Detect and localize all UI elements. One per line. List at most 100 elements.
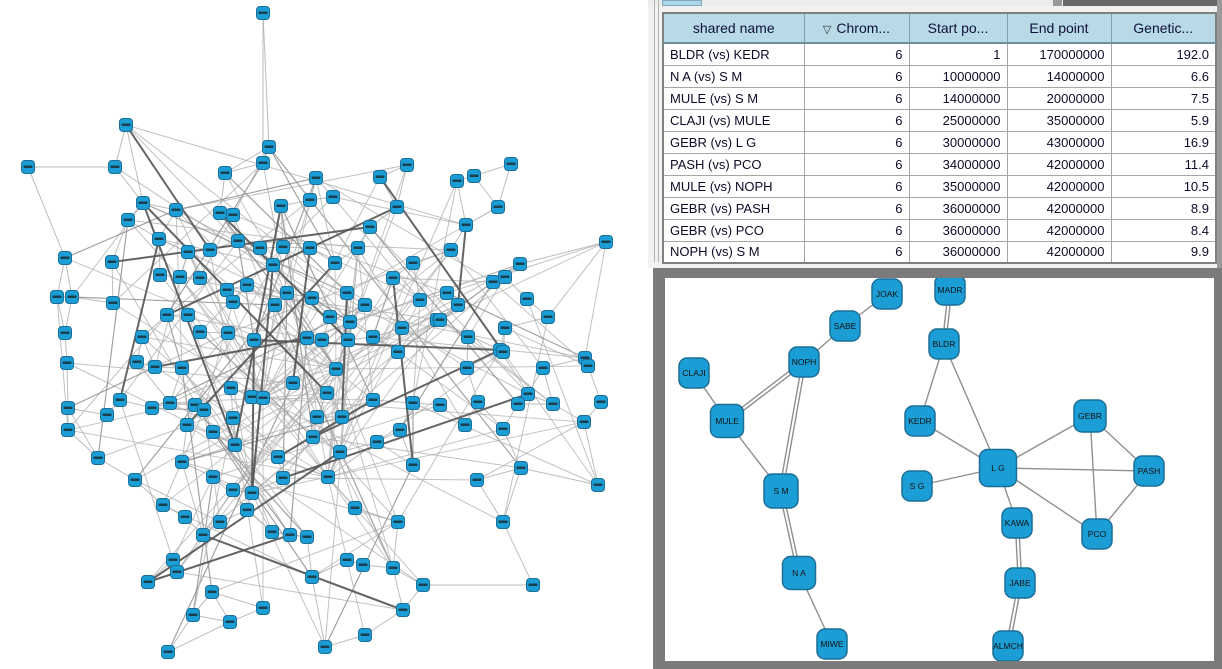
table-cell[interactable]: 1 [908,42,1008,66]
table-top-scroll-strip[interactable] [648,0,1222,6]
table-cell[interactable]: 42000000 [1006,218,1112,242]
table-row[interactable]: GEBR (vs) PCO 6 36000000 42000000 8.4 [662,218,1217,242]
node-shape[interactable] [904,405,936,437]
table-cell[interactable]: 42000000 [1006,152,1112,176]
node-NOPH[interactable]: NOPH [788,346,820,378]
node-LG[interactable]: L G [978,448,1018,488]
table-row[interactable]: GEBR (vs) L G 6 30000000 43000000 16.9 [662,130,1217,154]
node-SM[interactable]: S M [763,473,799,509]
table-cell[interactable]: 14000000 [1006,64,1112,88]
node-shape[interactable] [1001,507,1033,539]
table-cell[interactable]: 30000000 [908,130,1008,154]
node-shape[interactable] [901,470,933,502]
sub-network-canvas[interactable]: JOAK MADR SABE BLDR NOPH CLAJI MULE KEDR GEBR L G… [665,278,1214,661]
table-header-chrom-[interactable]: ▽ Chrom... [803,12,910,44]
node-shape[interactable] [871,278,903,310]
node-shape[interactable] [709,403,745,439]
table-cell[interactable]: 6 [803,86,910,110]
table-cell[interactable]: 8.9 [1110,196,1217,220]
node-shape[interactable] [928,328,960,360]
node-shape[interactable] [678,357,710,389]
node-MADR[interactable]: MADR [934,278,966,306]
table-cell[interactable]: 42000000 [1006,240,1112,264]
table-row[interactable]: NOPH (vs) S M 6 36000000 42000000 9.9 [662,240,1217,264]
node-SG[interactable]: S G [901,470,933,502]
node-shape[interactable] [816,628,848,660]
table-cell[interactable]: GEBR (vs) PASH [662,196,805,220]
node-PCO[interactable]: PCO [1081,518,1113,550]
table-cell[interactable]: 8.4 [1110,218,1217,242]
table-row[interactable]: BLDR (vs) KEDR 6 1 170000000 192.0 [662,42,1217,66]
table-cell[interactable]: 34000000 [908,152,1008,176]
table-cell[interactable]: 10000000 [908,64,1008,88]
table-header-end-point[interactable]: End point [1006,12,1112,44]
table-cell[interactable]: BLDR (vs) KEDR [662,42,805,66]
node-shape[interactable] [781,555,817,591]
table-cell[interactable]: 20000000 [1006,86,1112,110]
table-cell[interactable]: 6.6 [1110,64,1217,88]
table-cell[interactable]: MULE (vs) S M [662,86,805,110]
node-MIWE[interactable]: MIWE [816,628,848,660]
overview-network-panel[interactable] [0,0,648,669]
table-row[interactable]: MULE (vs) S M 6 14000000 20000000 7.5 [662,86,1217,110]
table-cell[interactable]: 7.5 [1110,86,1217,110]
node-shape[interactable] [1004,567,1036,599]
table-cell[interactable]: 42000000 [1006,196,1112,220]
table-cell[interactable]: GEBR (vs) PCO [662,218,805,242]
node-shape[interactable] [788,346,820,378]
table-cell[interactable]: 6 [803,152,910,176]
table-row[interactable]: MULE (vs) NOPH 6 35000000 42000000 10.5 [662,174,1217,198]
table-cell[interactable]: 6 [803,174,910,198]
node-KEDR[interactable]: KEDR [904,405,936,437]
table-cell[interactable]: CLAJI (vs) MULE [662,108,805,132]
table-cell[interactable]: 16.9 [1110,130,1217,154]
overview-network-canvas[interactable] [0,0,648,669]
table-cell[interactable]: 192.0 [1110,42,1217,66]
table-cell[interactable]: 170000000 [1006,42,1112,66]
table-cell[interactable]: 6 [803,42,910,66]
node-ALMCH[interactable]: ALMCH [992,630,1024,661]
table-header-genetic-[interactable]: Genetic... [1110,12,1217,44]
table-cell[interactable]: 6 [803,240,910,264]
table-cell[interactable]: 36000000 [908,218,1008,242]
table-header-start-po-[interactable]: Start po... [908,12,1008,44]
table-tab-chip[interactable] [662,0,702,6]
table-cell[interactable]: 6 [803,108,910,132]
table-cell[interactable]: 43000000 [1006,130,1112,154]
node-shape[interactable] [763,473,799,509]
table-cell[interactable]: 6 [803,64,910,88]
node-MULE[interactable]: MULE [709,403,745,439]
node-CLAJI[interactable]: CLAJI [678,357,710,389]
table-cell[interactable]: 10.5 [1110,174,1217,198]
node-shape[interactable] [934,278,966,306]
horizontal-scrollbar-thumb[interactable] [1063,0,1222,6]
table-cell[interactable]: 5.9 [1110,108,1217,132]
table-row[interactable]: CLAJI (vs) MULE 6 25000000 35000000 5.9 [662,108,1217,132]
node-shape[interactable] [1073,399,1107,433]
node-JOAK[interactable]: JOAK [871,278,903,310]
vertical-scrollbar-track[interactable] [1217,0,1222,268]
table-cell[interactable]: 36000000 [908,240,1008,264]
node-PASH[interactable]: PASH [1133,455,1165,487]
filter-funnel-icon[interactable]: ▽ [822,24,832,36]
node-BLDR[interactable]: BLDR [928,328,960,360]
node-GEBR[interactable]: GEBR [1073,399,1107,433]
node-NA[interactable]: N A [781,555,817,591]
node-KAWA[interactable]: KAWA [1001,507,1033,539]
table-row[interactable]: GEBR (vs) PASH 6 36000000 42000000 8.9 [662,196,1217,220]
table-cell[interactable]: NOPH (vs) S M [662,240,805,264]
table-cell[interactable]: 9.9 [1110,240,1217,264]
table-cell[interactable]: 35000000 [1006,108,1112,132]
table-header-shared-name[interactable]: shared name [662,12,805,44]
table-cell[interactable]: PASH (vs) PCO [662,152,805,176]
table-cell[interactable]: GEBR (vs) L G [662,130,805,154]
node-shape[interactable] [992,630,1024,661]
table-cell[interactable]: MULE (vs) NOPH [662,174,805,198]
table-row[interactable]: PASH (vs) PCO 6 34000000 42000000 11.4 [662,152,1217,176]
table-cell[interactable]: 11.4 [1110,152,1217,176]
node-JABE[interactable]: JABE [1004,567,1036,599]
table-cell[interactable]: 25000000 [908,108,1008,132]
table-row[interactable]: N A (vs) S M 6 10000000 14000000 6.6 [662,64,1217,88]
table-cell[interactable]: 6 [803,130,910,154]
table-cell[interactable]: N A (vs) S M [662,64,805,88]
